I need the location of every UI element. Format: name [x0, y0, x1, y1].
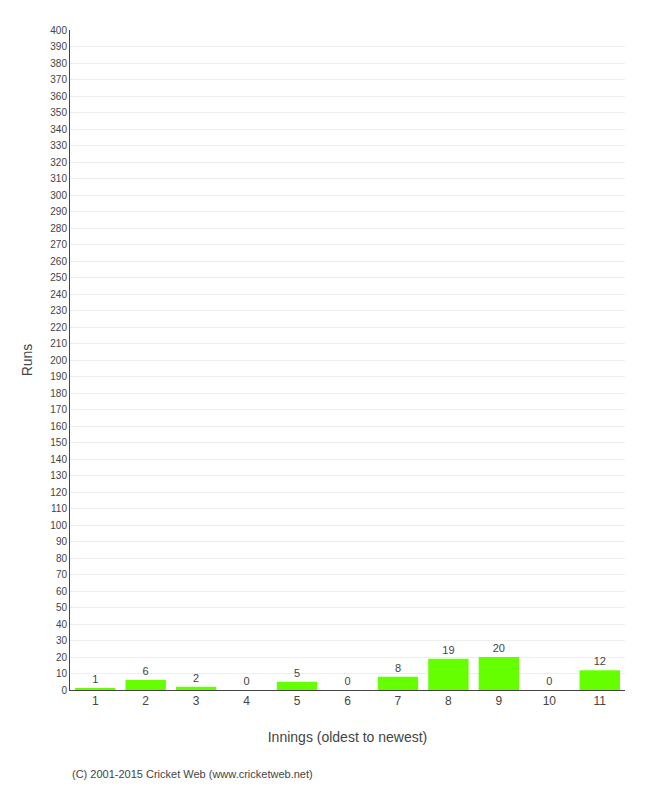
- svg-text:8: 8: [445, 694, 452, 708]
- svg-text:290: 290: [50, 206, 67, 217]
- svg-text:4: 4: [243, 694, 250, 708]
- svg-text:10: 10: [56, 668, 68, 679]
- svg-text:230: 230: [50, 305, 67, 316]
- svg-text:2: 2: [142, 694, 149, 708]
- svg-text:260: 260: [50, 256, 67, 267]
- svg-text:120: 120: [50, 487, 67, 498]
- svg-text:220: 220: [50, 322, 67, 333]
- svg-text:0: 0: [546, 675, 552, 687]
- svg-text:200: 200: [50, 355, 67, 366]
- svg-text:250: 250: [50, 272, 67, 283]
- svg-text:90: 90: [56, 536, 68, 547]
- svg-text:30: 30: [56, 635, 68, 646]
- svg-text:180: 180: [50, 388, 67, 399]
- svg-text:340: 340: [50, 124, 67, 135]
- svg-text:50: 50: [56, 602, 68, 613]
- svg-text:390: 390: [50, 41, 67, 52]
- svg-text:1: 1: [92, 673, 98, 685]
- svg-text:240: 240: [50, 289, 67, 300]
- svg-text:330: 330: [50, 140, 67, 151]
- svg-text:0: 0: [344, 675, 350, 687]
- svg-text:270: 270: [50, 239, 67, 250]
- svg-text:1: 1: [92, 694, 99, 708]
- svg-text:80: 80: [56, 553, 68, 564]
- svg-text:0: 0: [61, 685, 67, 696]
- svg-text:70: 70: [56, 569, 68, 580]
- svg-text:Innings (oldest to newest): Innings (oldest to newest): [268, 729, 428, 745]
- svg-text:190: 190: [50, 371, 67, 382]
- svg-text:350: 350: [50, 107, 67, 118]
- svg-text:6: 6: [344, 694, 351, 708]
- svg-text:320: 320: [50, 157, 67, 168]
- svg-text:110: 110: [51, 503, 67, 514]
- svg-text:300: 300: [50, 190, 67, 201]
- svg-text:130: 130: [50, 470, 67, 481]
- svg-text:210: 210: [50, 338, 67, 349]
- svg-text:370: 370: [50, 74, 67, 85]
- svg-text:9: 9: [496, 694, 503, 708]
- svg-text:400: 400: [50, 25, 67, 36]
- svg-text:10: 10: [543, 694, 557, 708]
- svg-text:19: 19: [442, 644, 454, 656]
- svg-text:100: 100: [50, 520, 67, 531]
- svg-text:280: 280: [50, 223, 67, 234]
- svg-text:160: 160: [50, 421, 67, 432]
- svg-text:6: 6: [143, 665, 149, 677]
- svg-text:140: 140: [50, 454, 67, 465]
- svg-text:5: 5: [294, 667, 300, 679]
- svg-text:2: 2: [193, 672, 199, 684]
- svg-text:11: 11: [594, 694, 607, 708]
- svg-text:170: 170: [50, 404, 67, 415]
- svg-text:Runs: Runs: [19, 344, 35, 377]
- svg-text:380: 380: [50, 58, 67, 69]
- svg-text:60: 60: [56, 586, 68, 597]
- svg-text:20: 20: [56, 652, 68, 663]
- svg-text:310: 310: [50, 173, 67, 184]
- svg-text:40: 40: [56, 619, 68, 630]
- svg-text:5: 5: [294, 694, 301, 708]
- svg-text:3: 3: [193, 694, 200, 708]
- svg-text:7: 7: [395, 694, 402, 708]
- svg-text:20: 20: [493, 642, 505, 654]
- svg-text:12: 12: [594, 655, 606, 667]
- svg-text:8: 8: [395, 662, 401, 674]
- svg-text:150: 150: [50, 437, 67, 448]
- svg-text:360: 360: [50, 91, 67, 102]
- svg-text:(C) 2001-2015 Cricket Web (www: (C) 2001-2015 Cricket Web (www.cricketwe…: [72, 768, 313, 780]
- svg-text:0: 0: [244, 675, 250, 687]
